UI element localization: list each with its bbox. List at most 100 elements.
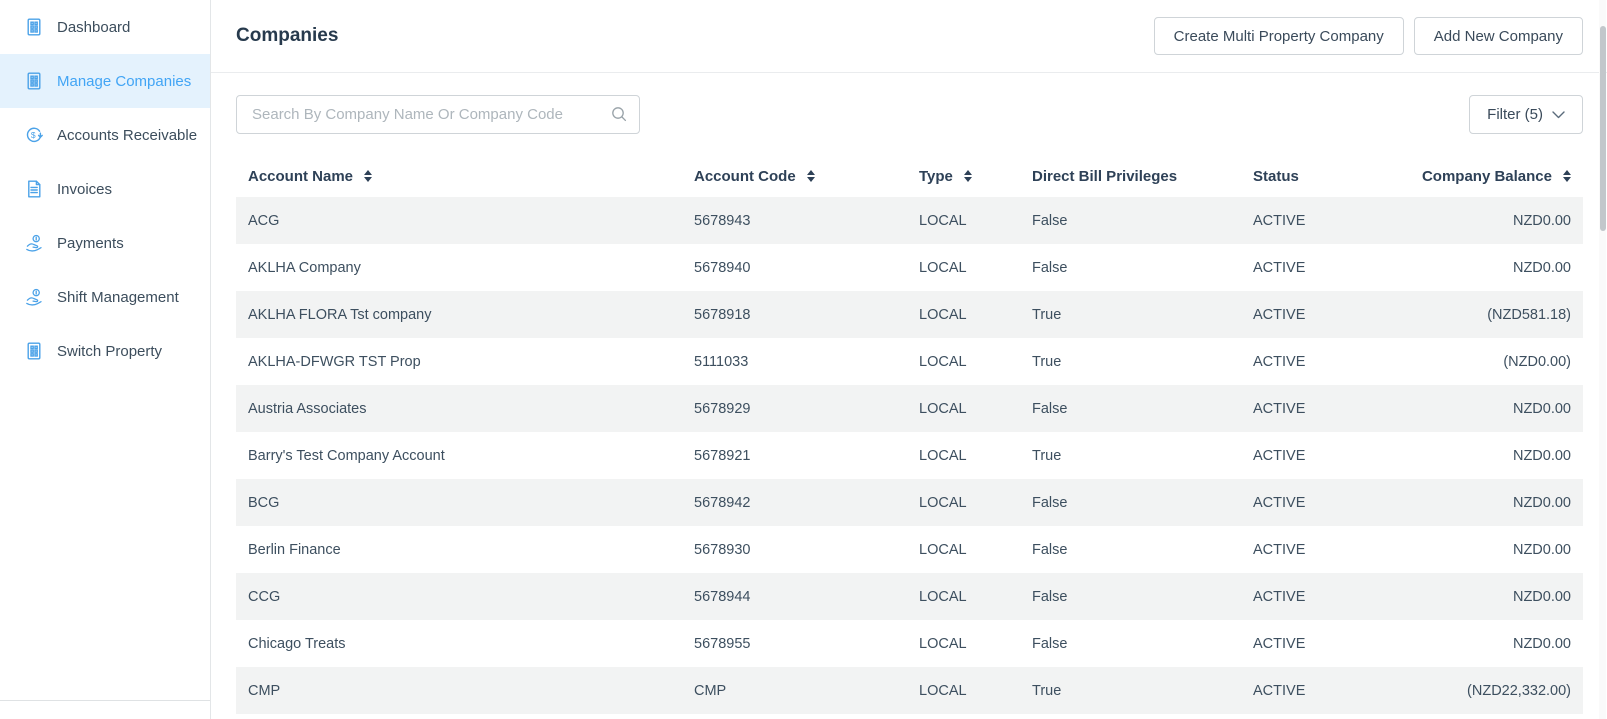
- invoice-document-icon: [28, 180, 41, 198]
- create-multi-property-company-button[interactable]: Create Multi Property Company: [1153, 17, 1404, 55]
- vertical-scrollbar-track[interactable]: [1599, 0, 1606, 719]
- companies-table-wrap: Account Name Account Code Type Dire: [236, 155, 1583, 714]
- search-icon: [612, 107, 627, 122]
- cell-type: LOCAL: [919, 400, 967, 417]
- vertical-scrollbar-thumb[interactable]: [1600, 26, 1606, 231]
- cell-direct-bill: True: [1032, 306, 1062, 323]
- sidebar-item-label: Invoices: [57, 180, 113, 198]
- table-row[interactable]: CMP CMP LOCAL True ACTIVE (NZD22,332.00): [236, 667, 1583, 714]
- filter-label: Filter (5): [1487, 106, 1543, 123]
- column-header-status: Status: [1241, 155, 1408, 197]
- table-row[interactable]: AKLHA FLORA Tst company 5678918 LOCAL True A…: [236, 291, 1583, 338]
- building-ledger-icon: [27, 342, 41, 360]
- sidebar-item-invoices[interactable]: Invoices: [0, 162, 210, 216]
- cell-status: ACTIVE: [1253, 400, 1306, 417]
- sidebar-item-manage-companies[interactable]: Manage Companies: [0, 54, 210, 108]
- cell-status: ACTIVE: [1253, 541, 1306, 558]
- column-label: Status: [1253, 167, 1299, 185]
- cell-account-name: Chicago Treats: [248, 635, 346, 652]
- cell-status: ACTIVE: [1253, 494, 1306, 511]
- sort-icon: [364, 170, 373, 182]
- cell-type: LOCAL: [919, 635, 967, 652]
- cell-type: LOCAL: [919, 212, 967, 229]
- cell-status: ACTIVE: [1253, 259, 1306, 276]
- add-new-company-button[interactable]: Add New Company: [1413, 17, 1583, 55]
- column-header-company-balance[interactable]: Company Balance: [1408, 155, 1583, 197]
- cell-account-code: 5678944: [694, 588, 751, 605]
- column-label: Company Balance: [1421, 167, 1552, 185]
- sidebar-item-label: Manage Companies: [57, 72, 192, 90]
- sidebar-item-dashboard[interactable]: Dashboard: [0, 0, 210, 54]
- cell-direct-bill: True: [1032, 682, 1062, 699]
- table-row[interactable]: Berlin Finance 5678930 LOCAL False ACTIVE NZD…: [236, 526, 1583, 573]
- cell-account-code: 5678943: [694, 212, 751, 229]
- cell-account-name: CMP: [248, 682, 281, 699]
- sidebar-item-switch-property[interactable]: Switch Property: [0, 324, 210, 378]
- sidebar-item-label: Shift Management: [57, 288, 179, 306]
- cell-balance: NZD0.00: [1512, 494, 1571, 511]
- cell-account-code: 5678940: [694, 259, 751, 276]
- column-header-account-code[interactable]: Account Code: [682, 155, 907, 197]
- building-ledger-icon: [27, 72, 41, 90]
- cell-status: ACTIVE: [1253, 447, 1306, 464]
- cell-account-name: ACG: [248, 212, 280, 229]
- cell-account-code: CMP: [694, 682, 727, 699]
- cell-balance: NZD0.00: [1512, 259, 1571, 276]
- cell-balance: (NZD0.00): [1503, 353, 1571, 370]
- sidebar-item-shift-management[interactable]: Shift Management: [0, 270, 210, 324]
- table-row[interactable]: BCG 5678942 LOCAL False ACTIVE NZD0.00: [236, 479, 1583, 526]
- cell-balance: NZD0.00: [1512, 635, 1571, 652]
- cell-account-code: 5678955: [694, 635, 751, 652]
- column-label: Direct Bill Privileges: [1032, 167, 1178, 185]
- filter-button[interactable]: Filter (5): [1469, 95, 1583, 134]
- cell-account-code: 5678942: [694, 494, 751, 511]
- cell-account-code: 5678929: [694, 400, 751, 417]
- table-row[interactable]: Barry's Test Company Account 5678921 LOCAL…: [236, 432, 1583, 479]
- toolbar: Filter (5): [211, 95, 1607, 134]
- cell-account-name: AKLHA FLORA Tst company: [248, 306, 432, 323]
- column-label: Account Name: [248, 167, 354, 185]
- cell-account-code: 5111033: [694, 353, 749, 370]
- cell-type: LOCAL: [919, 447, 967, 464]
- hand-coin-icon: [26, 288, 42, 306]
- cell-direct-bill: True: [1032, 353, 1062, 370]
- table-row[interactable]: AKLHA-DFWGR TST Prop 5111033 LOCAL True ACTI…: [236, 338, 1583, 385]
- search-input[interactable]: [236, 95, 640, 134]
- cell-type: LOCAL: [919, 306, 967, 323]
- cell-account-name: Barry's Test Company Account: [248, 447, 445, 464]
- cell-status: ACTIVE: [1253, 212, 1306, 229]
- cell-status: ACTIVE: [1253, 306, 1306, 323]
- column-label: Account Code: [694, 167, 796, 185]
- sidebar-item-accounts-receivable[interactable]: Accounts Receivable: [0, 108, 210, 162]
- search-box: [236, 95, 640, 134]
- sort-icon: [1563, 170, 1571, 182]
- table-header: Account Name Account Code Type Dire: [236, 155, 1583, 197]
- sort-icon: [806, 170, 815, 182]
- cell-account-code: 5678921: [694, 447, 751, 464]
- sidebar-item-label: Switch Property: [57, 342, 163, 360]
- column-header-type[interactable]: Type: [907, 155, 1020, 197]
- cell-direct-bill: False: [1032, 400, 1068, 417]
- cell-balance: NZD0.00: [1512, 541, 1571, 558]
- sidebar-item-payments[interactable]: Payments: [0, 216, 210, 270]
- cell-type: LOCAL: [919, 494, 967, 511]
- cell-status: ACTIVE: [1253, 635, 1306, 652]
- cell-balance: NZD0.00: [1512, 400, 1571, 417]
- column-header-account-name[interactable]: Account Name: [236, 155, 682, 197]
- table-body: ACG 5678943 LOCAL False ACTIVE NZD0.00 AKLHA C…: [236, 197, 1583, 714]
- header-buttons: Create Multi Property Company Add New Co…: [1153, 17, 1583, 55]
- column-header-direct-bill-privileges: Direct Bill Privileges: [1020, 155, 1241, 197]
- table-row[interactable]: Chicago Treats 5678955 LOCAL False ACTIVE NZD…: [236, 620, 1583, 667]
- table-row[interactable]: Austria Associates 5678929 LOCAL False ACTIV…: [236, 385, 1583, 432]
- table-row[interactable]: ACG 5678943 LOCAL False ACTIVE NZD0.00: [236, 197, 1583, 244]
- sort-icon: [963, 170, 972, 182]
- table-row[interactable]: CCG 5678944 LOCAL False ACTIVE NZD0.00: [236, 573, 1583, 620]
- table-row[interactable]: AKLHA Company 5678940 LOCAL False ACTIVE NZD0…: [236, 244, 1583, 291]
- cell-account-name: CCG: [248, 588, 281, 605]
- cell-balance: NZD0.00: [1512, 212, 1571, 229]
- sidebar: Dashboard Manage Companies Accounts Rece…: [0, 0, 211, 719]
- cell-type: LOCAL: [919, 353, 967, 370]
- cell-direct-bill: False: [1032, 541, 1068, 558]
- page-title: Companies: [236, 25, 339, 46]
